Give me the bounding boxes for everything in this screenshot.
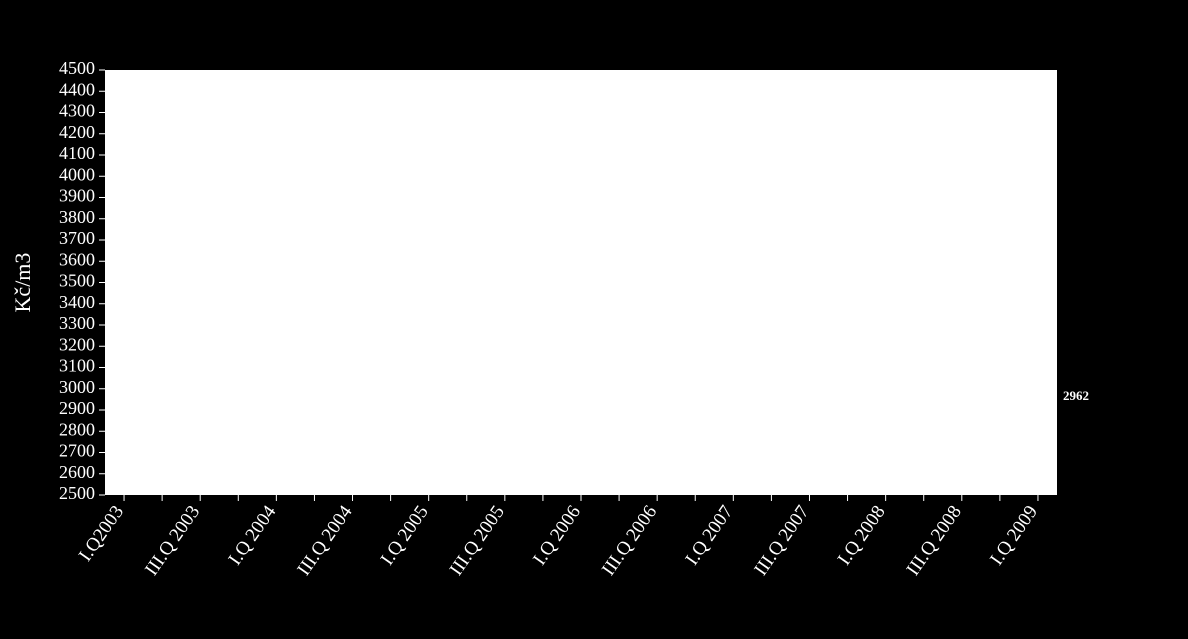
y-tick-label: 4000 xyxy=(59,164,95,184)
y-tick-label: 4500 xyxy=(59,58,95,78)
data-annotation: 2962 xyxy=(1063,388,1089,403)
y-tick-label: 3400 xyxy=(59,292,95,312)
y-tick-label: 3100 xyxy=(59,356,95,376)
y-tick-label: 4200 xyxy=(59,122,95,142)
y-tick-label: 3600 xyxy=(59,249,95,269)
y-axis-label: Kč/m3 xyxy=(10,253,35,313)
y-tick-label: 3700 xyxy=(59,228,95,248)
y-tick-label: 3500 xyxy=(59,271,95,291)
y-tick-label: 3000 xyxy=(59,377,95,397)
y-tick-label: 2700 xyxy=(59,441,95,461)
plot-area xyxy=(105,70,1057,495)
price-chart: 2500260027002800290030003100320033003400… xyxy=(0,0,1188,639)
y-tick-label: 4100 xyxy=(59,143,95,163)
y-tick-label: 4400 xyxy=(59,79,95,99)
y-tick-label: 3200 xyxy=(59,334,95,354)
y-tick-label: 2800 xyxy=(59,419,95,439)
y-tick-label: 4300 xyxy=(59,101,95,121)
y-tick-label: 3900 xyxy=(59,186,95,206)
y-tick-label: 3800 xyxy=(59,207,95,227)
y-tick-label: 3300 xyxy=(59,313,95,333)
y-tick-label: 2900 xyxy=(59,398,95,418)
y-tick-label: 2500 xyxy=(59,483,95,503)
y-tick-label: 2600 xyxy=(59,462,95,482)
